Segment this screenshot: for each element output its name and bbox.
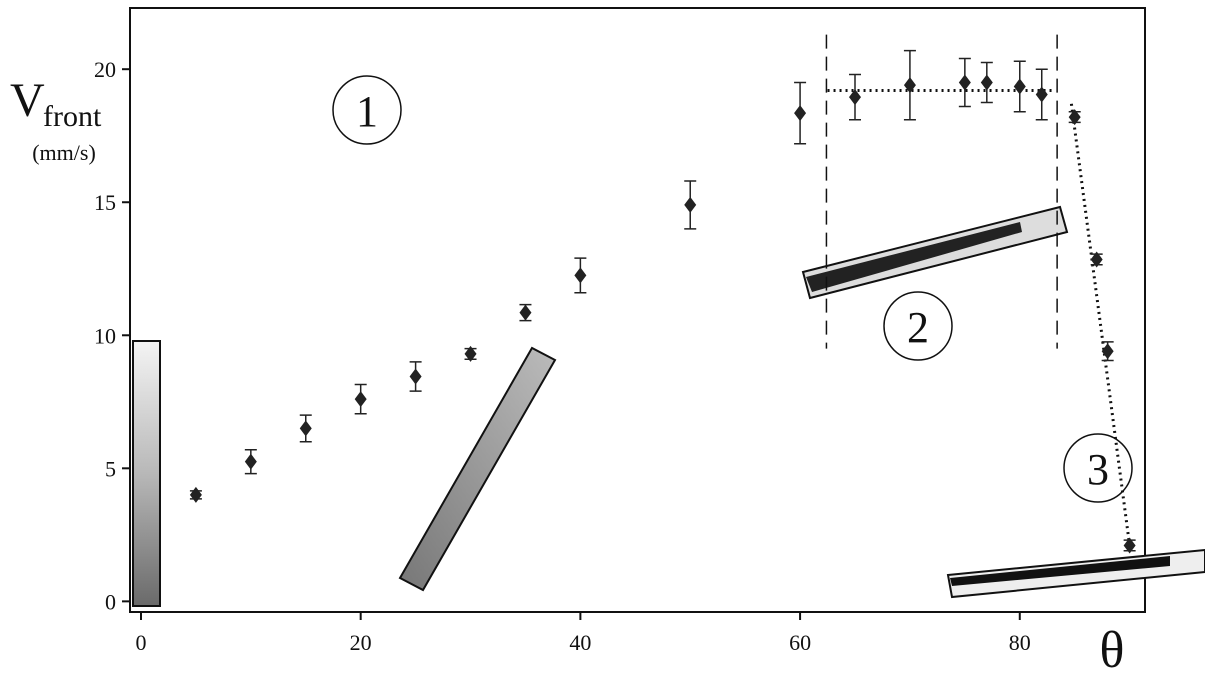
- data-point: [903, 77, 916, 94]
- data-point: [519, 304, 532, 321]
- data-point: [794, 105, 807, 122]
- data-point: [958, 74, 971, 91]
- data-point: [1101, 343, 1114, 360]
- x-tick-label: 0: [135, 630, 146, 655]
- data-point: [409, 368, 422, 385]
- y-tick-label: 10: [94, 323, 116, 348]
- tube-steep-fill: [806, 222, 1022, 292]
- plot-frame: [129, 7, 1146, 613]
- x-tick-label: 80: [1009, 630, 1031, 655]
- regime-label: 3: [1087, 445, 1109, 494]
- reference-line: [1069, 103, 1132, 546]
- data-point: [574, 267, 587, 284]
- data-point: [189, 486, 202, 503]
- x-tick-label: 60: [789, 630, 811, 655]
- regime-label: 2: [907, 303, 929, 352]
- data-point: [1068, 109, 1081, 126]
- regime-circle: [332, 75, 402, 145]
- data-point: [684, 196, 697, 213]
- y-tick-label: 5: [105, 456, 116, 481]
- x-tick-label: 40: [569, 630, 591, 655]
- regime-circle: [883, 291, 953, 361]
- x-tick-label: 20: [350, 630, 372, 655]
- data-point: [464, 345, 477, 362]
- data-point: [244, 453, 257, 470]
- y-label-subscript: front: [43, 100, 102, 133]
- data-point: [980, 74, 993, 91]
- y-label: V: [10, 74, 45, 127]
- regime-label: 1: [356, 87, 378, 136]
- data-point: [1090, 251, 1103, 268]
- x-label: θ: [1100, 622, 1125, 673]
- data-point: [354, 391, 367, 408]
- data-point: [1035, 86, 1048, 103]
- data-point: [849, 89, 861, 106]
- y-tick-label: 0: [105, 589, 116, 614]
- regime-circle: [1063, 433, 1133, 503]
- data-point: [1123, 537, 1136, 554]
- y-tick-label: 15: [94, 190, 116, 215]
- tube-inclined: [398, 346, 557, 592]
- y-tick-label: 20: [94, 57, 116, 82]
- tube-images: [132, 205, 1205, 607]
- data-point: [1013, 78, 1026, 95]
- data-point: [299, 420, 312, 437]
- y-label-unit: (mm/s): [32, 140, 96, 165]
- tube-flat-fill: [950, 556, 1170, 586]
- tube-vertical: [132, 340, 161, 607]
